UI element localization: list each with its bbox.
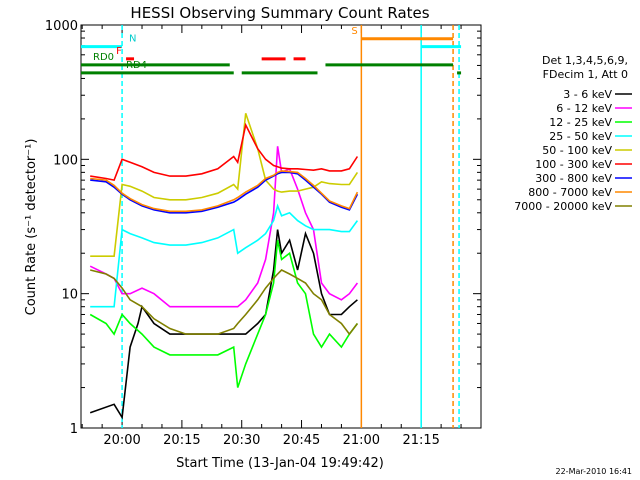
- legend-header-1: Det 1,3,4,5,6,9,: [542, 54, 628, 67]
- x-tick-label: 21:15: [402, 433, 439, 448]
- x-tick-label: 20:00: [103, 433, 140, 448]
- flag-label: S: [351, 26, 357, 37]
- flag-label: F: [116, 46, 122, 57]
- timestamp: 22-Mar-2010 16:41: [556, 467, 633, 476]
- x-tick-label: 20:30: [223, 433, 260, 448]
- x-tick-label: 21:00: [343, 433, 380, 448]
- legend-entry: 25 - 50 keV: [549, 130, 612, 143]
- series-line: [90, 122, 359, 182]
- plot-frame: [80, 24, 482, 429]
- series-line: [90, 170, 359, 213]
- flag-label: RD4: [126, 60, 147, 71]
- legend-entry: 100 - 300 keV: [535, 158, 612, 171]
- y-tick-label: 1: [70, 422, 78, 437]
- y-axis-label: Count Rate (s⁻¹ detector⁻¹): [24, 139, 39, 316]
- legend-entry: 50 - 100 keV: [542, 144, 612, 157]
- legend-entry: 3 - 6 keV: [563, 88, 612, 101]
- legend-entry: 7000 - 20000 keV: [514, 200, 612, 213]
- series-line: [89, 240, 359, 388]
- y-tick-label: 10: [61, 288, 78, 303]
- chart-title: HESSI Observing Summary Count Rates: [130, 4, 429, 22]
- legend-header-2: FDecim 1, Att 0: [543, 68, 628, 81]
- series-line: [90, 171, 359, 214]
- series-line: [89, 146, 359, 308]
- y-tick-label: 1000: [45, 19, 78, 34]
- series-line: [89, 229, 358, 420]
- flag-label: N: [129, 34, 136, 45]
- legend-entry: 12 - 25 keV: [549, 116, 612, 129]
- series-line: [90, 203, 359, 308]
- legend-entry: 6 - 12 keV: [556, 102, 612, 115]
- plot-area: 1 10 100 1000 20:00 20:15 20:30 20:45 21:00 21:15…: [45, 19, 482, 448]
- series-line: [90, 113, 359, 258]
- flag-label: RD0: [93, 52, 114, 63]
- x-tick-label: 20:45: [283, 433, 320, 448]
- x-tick-label: 20:15: [163, 433, 200, 448]
- x-axis-label: Start Time (13-Jan-04 19:49:42): [176, 456, 384, 471]
- legend-entry: 800 - 7000 keV: [528, 186, 612, 199]
- series-line: [90, 269, 359, 336]
- legend-entry: 300 - 800 keV: [535, 172, 612, 185]
- y-tick-label: 100: [53, 153, 78, 168]
